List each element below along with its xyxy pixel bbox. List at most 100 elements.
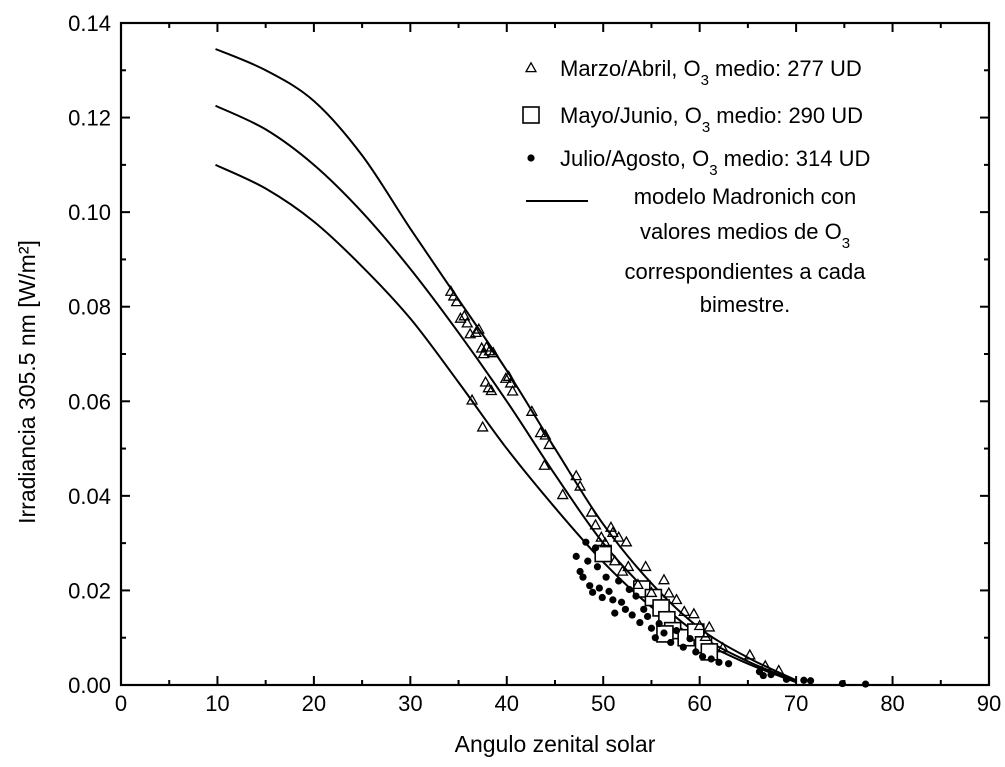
data-point-circle-filled [615, 577, 623, 585]
data-point-triangle-open [612, 530, 625, 542]
y-tick-label: 0.06 [68, 389, 111, 414]
data-point-triangle-open [487, 346, 500, 358]
x-axis-label: Angulo zenital solar [455, 731, 656, 757]
data-point-triangle-open [639, 560, 652, 572]
data-point-circle-filled [636, 618, 644, 627]
data-point-circle-filled [715, 658, 723, 666]
data-point-circle-filled [602, 573, 610, 581]
data-point-triangle-open [743, 648, 756, 660]
data-point-circle-filled [655, 619, 663, 628]
data-point-circle-filled [593, 563, 602, 571]
y-axis-label: Irradiancia 305.5 nm [W/m²] [14, 240, 40, 524]
data-point-triangle-open [466, 393, 479, 405]
data-point-circle-filled [621, 605, 630, 613]
data-point-triangle-open [574, 479, 587, 491]
data-point-circle-filled [800, 676, 808, 684]
data-point-triangle-open [525, 405, 538, 416]
legend-model-label: bimestre. [700, 292, 790, 317]
data-point-triangle-open [450, 295, 463, 307]
data-point-triangle-open [662, 586, 675, 598]
data-point-circle-filled [759, 671, 767, 680]
data-point-circle-filled [611, 609, 619, 617]
data-point-circle-filled [767, 670, 775, 679]
data-point-triangle-open [589, 518, 602, 530]
legend-marker-square-open [522, 106, 540, 124]
data-point-circle-filled [586, 582, 594, 590]
y-tick-label: 0.00 [68, 673, 111, 698]
data-point-circle-filled [643, 612, 652, 621]
data-point-circle-filled [861, 680, 870, 688]
data-point-triangle-open [538, 459, 551, 470]
data-point-square-open [594, 544, 613, 563]
data-point-circle-filled [838, 679, 847, 688]
data-point-triangle-open [645, 586, 658, 598]
data-points-layer [444, 285, 870, 688]
x-tick-label: 10 [205, 691, 229, 716]
data-point-circle-filled [591, 544, 600, 552]
data-point-triangle-open [678, 605, 691, 616]
model-curves-layer [215, 48, 797, 684]
data-point-triangle-open [534, 426, 547, 438]
data-point-circle-filled [725, 660, 733, 668]
y-tick-label: 0.14 [68, 11, 111, 36]
data-point-triangle-open [687, 607, 700, 619]
legend-model-label: correspondientes a cada [625, 259, 867, 284]
x-tick-label: 50 [591, 691, 615, 716]
data-point-circle-filled [686, 635, 694, 643]
data-point-circle-filled [698, 653, 707, 661]
legend-marker-triangle-open [524, 61, 538, 73]
data-point-circle-filled [806, 677, 815, 685]
x-tick-label: 40 [495, 691, 519, 716]
data-point-triangle-open [499, 372, 512, 383]
legend-model-label: valores medios de O3 [640, 219, 850, 252]
data-point-circle-filled [625, 585, 633, 594]
data-point-triangle-open [631, 578, 644, 590]
data-point-triangle-open [458, 309, 471, 321]
x-tick-label: 20 [302, 691, 326, 716]
data-point-triangle-open [595, 530, 608, 542]
y-tick-label: 0.02 [68, 578, 111, 603]
data-point-circle-filled [617, 598, 626, 606]
data-point-triangle-open [759, 659, 772, 671]
data-point-triangle-open [657, 573, 671, 585]
data-point-triangle-open [461, 316, 474, 328]
data-point-triangle-open [472, 322, 485, 334]
x-tick-label: 70 [784, 691, 808, 716]
data-point-triangle-open [469, 326, 482, 338]
data-point-triangle-open [556, 488, 569, 500]
legend-entry-label: Marzo/Abril, O3 medio: 277 UD [560, 56, 862, 89]
data-point-circle-filled [640, 605, 648, 613]
legend: Marzo/Abril, O3 medio: 277 UD Mayo/Junio,… [522, 56, 870, 317]
data-point-triangle-open [570, 469, 583, 481]
data-point-triangle-open [606, 526, 619, 538]
model-curve-1 [215, 48, 797, 682]
data-point-triangle-open [506, 384, 519, 396]
data-point-circle-filled [609, 596, 617, 604]
data-point-circle-filled [598, 593, 606, 602]
data-point-triangle-open [476, 420, 489, 432]
data-point-circle-filled [660, 629, 668, 637]
x-tick-label: 30 [398, 691, 422, 716]
data-point-triangle-open [670, 593, 683, 605]
y-tick-label: 0.04 [68, 484, 111, 509]
data-point-circle-filled [632, 592, 640, 600]
data-point-triangle-open [504, 376, 517, 388]
data-point-triangle-open [543, 438, 556, 450]
y-tick-label: 0.12 [68, 106, 111, 131]
data-point-triangle-open [693, 619, 706, 631]
data-point-circle-filled [647, 624, 656, 632]
data-point-circle-filled [572, 552, 580, 560]
data-point-circle-filled [576, 567, 584, 576]
data-point-circle-filled [584, 557, 592, 565]
data-point-triangle-open [608, 554, 621, 566]
x-tick-label: 80 [880, 691, 904, 716]
data-point-circle-filled [579, 573, 587, 581]
data-point-triangle-open [447, 289, 460, 301]
data-point-triangle-open [599, 536, 612, 548]
data-point-triangle-open [479, 375, 492, 387]
data-point-triangle-open [716, 641, 729, 653]
data-point-circle-filled [667, 638, 675, 647]
data-point-circle-filled [672, 627, 681, 635]
